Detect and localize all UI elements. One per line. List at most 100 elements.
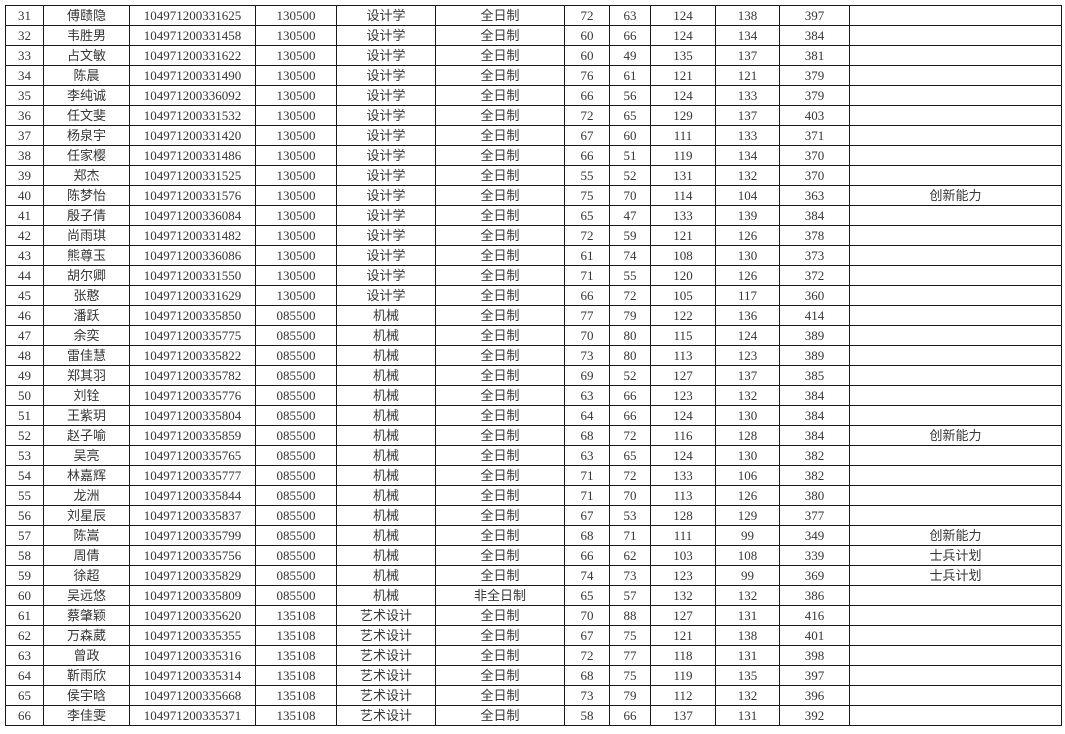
study-mode-cell: 全日制: [435, 165, 565, 186]
table-row: 36 任文斐 104971200331532 130500 设计学 全日制 72 65 129 1…: [5, 105, 1062, 126]
remark-cell: 士兵计划: [849, 565, 1062, 586]
student-name-cell: 杨泉宇: [43, 125, 130, 146]
admission-score-table: 31 傅赜隐 104971200331625 130500 设计学 全日制 72 63 124 1…: [5, 5, 1062, 726]
score-4-cell: 128: [715, 425, 780, 446]
exam-id-cell: 104971200335775: [129, 325, 256, 346]
row-number-cell: 46: [5, 305, 44, 326]
score-4-cell: 137: [715, 105, 780, 126]
study-mode-cell: 全日制: [435, 385, 565, 406]
major-code-cell: 135108: [255, 605, 337, 626]
major-name-cell: 艺术设计: [336, 705, 436, 726]
score-3-cell: 115: [650, 325, 716, 346]
major-name-cell: 机械: [336, 345, 436, 366]
score-2-cell: 79: [609, 305, 651, 326]
exam-id-cell: 104971200335765: [129, 445, 256, 466]
study-mode-cell: 全日制: [435, 505, 565, 526]
score-4-cell: 134: [715, 25, 780, 46]
score-3-cell: 123: [650, 565, 716, 586]
major-name-cell: 机械: [336, 365, 436, 386]
score-4-cell: 99: [715, 525, 780, 546]
major-code-cell: 130500: [255, 265, 337, 286]
exam-id-cell: 104971200335804: [129, 405, 256, 426]
student-name-cell: 张憨: [43, 285, 130, 306]
total-score-cell: 372: [779, 265, 850, 286]
score-3-cell: 118: [650, 645, 716, 666]
score-3-cell: 128: [650, 505, 716, 526]
score-2-cell: 70: [609, 485, 651, 506]
row-number-cell: 59: [5, 565, 44, 586]
student-name-cell: 雷佳慧: [43, 345, 130, 366]
major-name-cell: 设计学: [336, 125, 436, 146]
score-2-cell: 77: [609, 645, 651, 666]
study-mode-cell: 全日制: [435, 25, 565, 46]
row-number-cell: 43: [5, 245, 44, 266]
row-number-cell: 39: [5, 165, 44, 186]
score-1-cell: 72: [564, 225, 610, 246]
major-code-cell: 085500: [255, 385, 337, 406]
exam-id-cell: 104971200335777: [129, 465, 256, 486]
total-score-cell: 378: [779, 225, 850, 246]
total-score-cell: 386: [779, 585, 850, 606]
total-score-cell: 379: [779, 85, 850, 106]
major-code-cell: 085500: [255, 445, 337, 466]
score-4-cell: 136: [715, 305, 780, 326]
score-1-cell: 76: [564, 65, 610, 86]
study-mode-cell: 全日制: [435, 645, 565, 666]
major-code-cell: 085500: [255, 425, 337, 446]
student-name-cell: 韦胜男: [43, 25, 130, 46]
study-mode-cell: 全日制: [435, 665, 565, 686]
student-name-cell: 蔡肇颖: [43, 605, 130, 626]
remark-cell: [849, 645, 1062, 666]
major-name-cell: 设计学: [336, 225, 436, 246]
remark-cell: [849, 285, 1062, 306]
row-number-cell: 61: [5, 605, 44, 626]
table-row: 53 吴亮 104971200335765 085500 机械 全日制 63 65 124 130…: [5, 445, 1062, 466]
remark-cell: [849, 685, 1062, 706]
score-4-cell: 126: [715, 485, 780, 506]
student-name-cell: 万森葳: [43, 625, 130, 646]
score-3-cell: 119: [650, 665, 716, 686]
table-row: 49 郑其羽 104971200335782 085500 机械 全日制 69 52 127 13…: [5, 365, 1062, 386]
major-name-cell: 艺术设计: [336, 685, 436, 706]
row-number-cell: 63: [5, 645, 44, 666]
table-row: 66 李佳雯 104971200335371 135108 艺术设计 全日制 58 66 137…: [5, 705, 1062, 726]
total-score-cell: 384: [779, 405, 850, 426]
score-2-cell: 52: [609, 165, 651, 186]
table-row: 42 尚雨琪 104971200331482 130500 设计学 全日制 72 59 121 1…: [5, 225, 1062, 246]
score-2-cell: 72: [609, 285, 651, 306]
row-number-cell: 38: [5, 145, 44, 166]
score-4-cell: 131: [715, 705, 780, 726]
total-score-cell: 384: [779, 25, 850, 46]
row-number-cell: 45: [5, 285, 44, 306]
score-4-cell: 126: [715, 265, 780, 286]
study-mode-cell: 全日制: [435, 305, 565, 326]
score-4-cell: 132: [715, 385, 780, 406]
row-number-cell: 60: [5, 585, 44, 606]
score-2-cell: 71: [609, 525, 651, 546]
remark-cell: [849, 625, 1062, 646]
score-4-cell: 132: [715, 585, 780, 606]
study-mode-cell: 全日制: [435, 45, 565, 66]
study-mode-cell: 全日制: [435, 425, 565, 446]
total-score-cell: 370: [779, 165, 850, 186]
student-name-cell: 靳雨欣: [43, 665, 130, 686]
score-2-cell: 66: [609, 705, 651, 726]
total-score-cell: 339: [779, 545, 850, 566]
remark-cell: [849, 505, 1062, 526]
score-1-cell: 66: [564, 145, 610, 166]
row-number-cell: 35: [5, 85, 44, 106]
score-3-cell: 121: [650, 65, 716, 86]
remark-cell: [849, 405, 1062, 426]
major-code-cell: 085500: [255, 585, 337, 606]
score-4-cell: 99: [715, 565, 780, 586]
major-name-cell: 机械: [336, 385, 436, 406]
total-score-cell: 392: [779, 705, 850, 726]
row-number-cell: 50: [5, 385, 44, 406]
row-number-cell: 34: [5, 65, 44, 86]
major-code-cell: 130500: [255, 205, 337, 226]
study-mode-cell: 全日制: [435, 65, 565, 86]
score-3-cell: 124: [650, 405, 716, 426]
table-row: 34 陈晨 104971200331490 130500 设计学 全日制 76 61 121 12…: [5, 65, 1062, 86]
exam-id-cell: 104971200335776: [129, 385, 256, 406]
score-1-cell: 70: [564, 605, 610, 626]
